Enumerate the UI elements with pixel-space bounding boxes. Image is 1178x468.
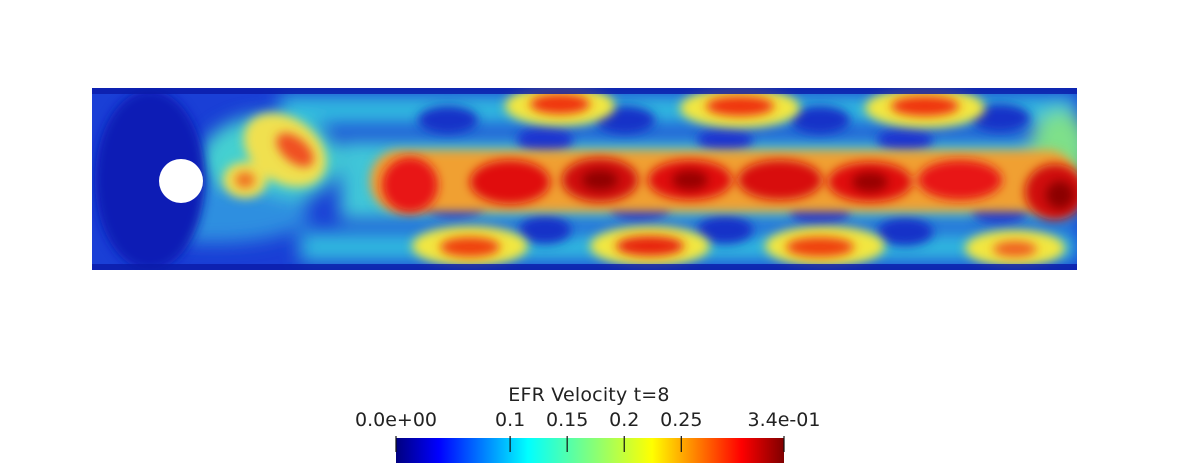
colorbar-tick-label: 0.1 [495,409,526,431]
colorbar-gradient [396,438,784,463]
peak-velocity-cores [582,170,1074,209]
top-wall-layer [92,88,1077,94]
colorbar-tick-label: 0.25 [660,409,703,431]
bottom-wall-layer [92,264,1077,270]
colorbar [395,436,785,463]
cylinder-obstacle [159,159,203,203]
colorbar-title: EFR Velocity t=8 [508,384,670,406]
velocity-field [92,88,1077,270]
colorbar-tick-label: 0.2 [609,409,640,431]
colorbar-tick-label: 0.0e+00 [354,409,438,431]
colorbar-tick-label: 0.15 [546,409,589,431]
colorbar-tick-label: 3.4e-01 [747,409,821,431]
high-velocity-cores [235,94,1077,257]
colorbar-tick-marks [395,436,785,452]
